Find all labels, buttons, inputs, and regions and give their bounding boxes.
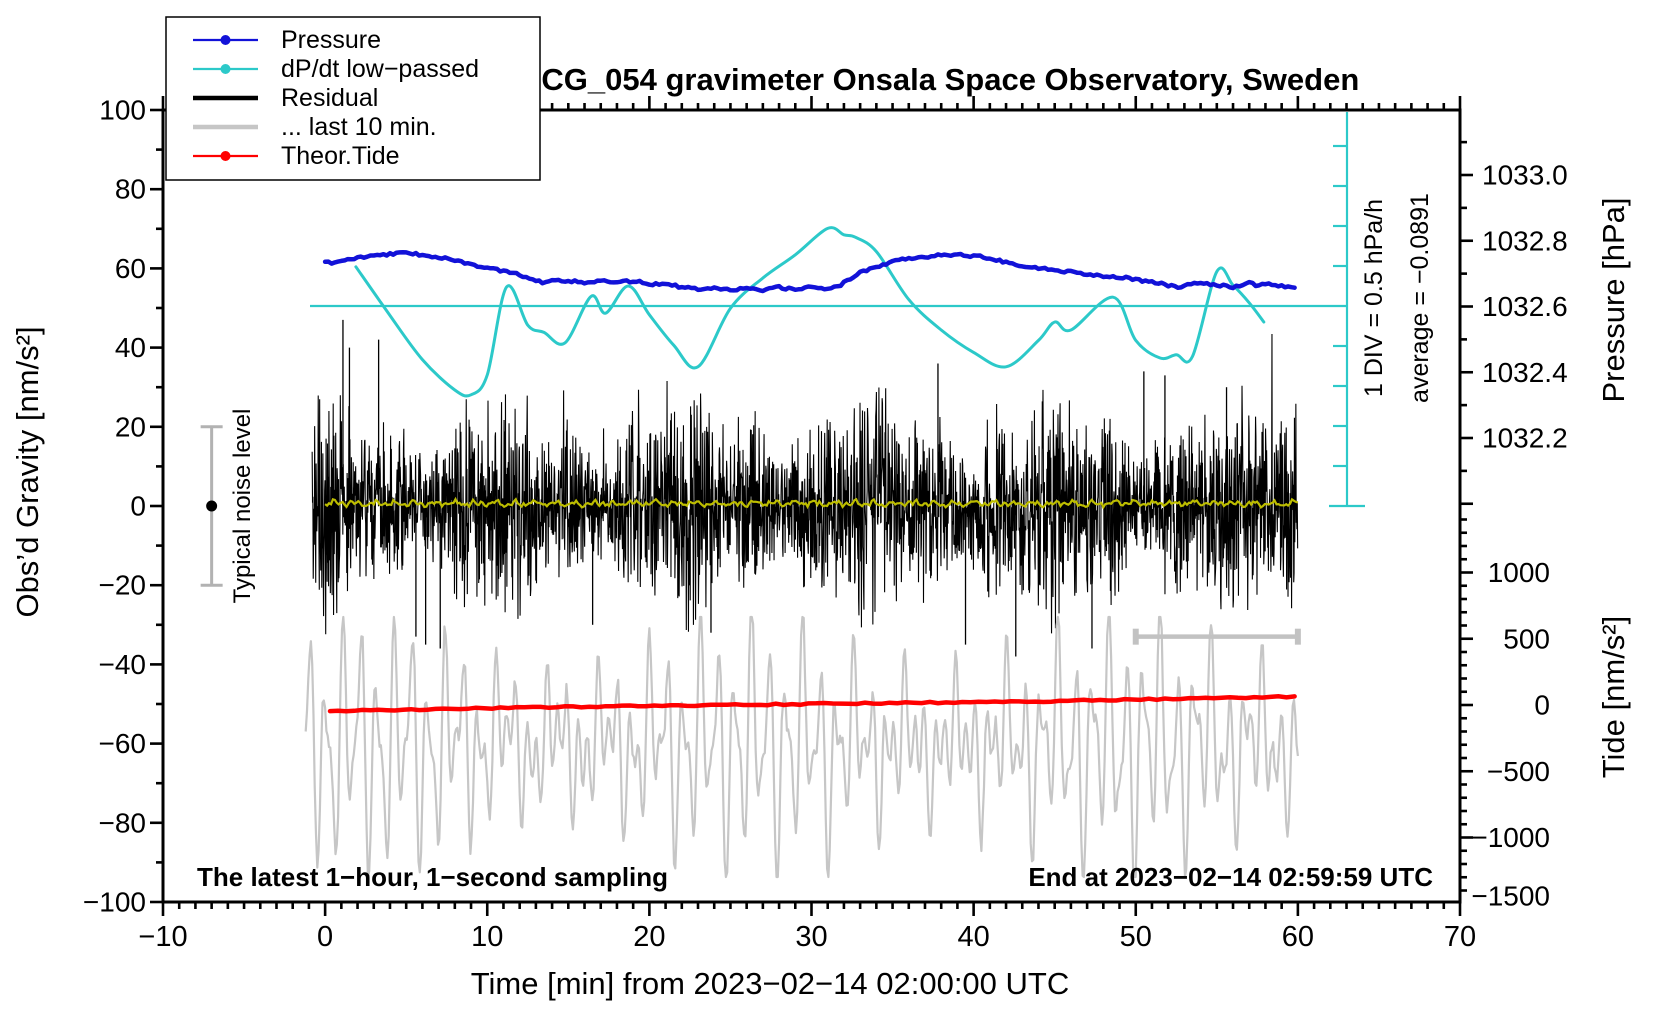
typical-noise-level-bar — [200, 425, 223, 587]
tide-tick-label: −1000 — [1471, 822, 1550, 853]
legend-entry-label: Residual — [281, 84, 378, 112]
residual-noise-path — [311, 333, 1299, 635]
dpdt-reference-scale — [310, 112, 1365, 508]
last10min-bracket — [1132, 628, 1301, 645]
gravity-tick-label: −40 — [99, 649, 147, 680]
residual-series — [311, 319, 1299, 657]
legend-entry-label: Pressure — [281, 26, 381, 54]
tide-tick-label: 0 — [1534, 690, 1550, 721]
last10min-series — [304, 615, 1299, 879]
x-tick-label: 30 — [795, 921, 827, 953]
dpdt-series — [354, 226, 1266, 398]
gravity-tick-label: −60 — [99, 728, 147, 759]
legend-entry-label: ... last 10 min. — [281, 113, 437, 141]
residual-lowpass-series — [324, 496, 1299, 510]
gravity-tick-label: 100 — [99, 95, 146, 126]
legend-sample-dot — [220, 64, 231, 74]
x-tick-label: 50 — [1120, 921, 1152, 953]
gravity-tick-label: 60 — [115, 253, 146, 284]
legend-sample-dot — [220, 151, 231, 161]
x-tick-label: 70 — [1444, 921, 1476, 953]
residual-lowpass-path — [324, 496, 1299, 510]
gravity-tick-label: −100 — [83, 887, 146, 918]
x-tick-label: 10 — [471, 921, 503, 953]
theoretical-tide-series — [327, 694, 1297, 714]
axis-ticks — [150, 96, 1473, 916]
pressure-tick-label: 1032.8 — [1482, 225, 1568, 256]
gravity-axis-title: Obs’d Gravity [nm/s²] — [10, 326, 45, 617]
x-tick-label: 40 — [957, 921, 989, 953]
pressure-tick-label: 1033.0 — [1482, 160, 1568, 191]
tide-tick-label: 1000 — [1488, 557, 1550, 588]
noise-level-label: Typical noise level — [229, 409, 256, 604]
end-time-note: End at 2023−02−14 02:59:59 UTC — [1028, 862, 1433, 892]
gravity-tick-label: 40 — [115, 332, 146, 363]
gravity-tick-label: 80 — [115, 174, 146, 205]
legend-entry-label: Theor.Tide — [281, 142, 400, 170]
gravity-tick-label: 0 — [130, 491, 146, 522]
x-tick-label: −10 — [138, 921, 187, 953]
tide-tick-label: −1500 — [1471, 881, 1550, 912]
theor-tide-path — [327, 694, 1297, 714]
tide-axis-title: Tide [nm/s²] — [1596, 616, 1631, 779]
tide-tick-label: −500 — [1487, 756, 1550, 787]
x-tick-label: 20 — [633, 921, 665, 953]
x-axis-title: Time [min] from 2023−02−14 02:00:00 UTC — [471, 966, 1070, 1001]
x-tick-label: 60 — [1282, 921, 1314, 953]
pressure-axis-title: Pressure [hPa] — [1596, 197, 1631, 402]
gravity-tick-label: 20 — [115, 411, 146, 442]
pressure-tick-label: 1032.2 — [1482, 423, 1568, 454]
axis-tick-labels: −10 0 10 20 30 40 50 60 70−100−80−60−40−20020406… — [83, 95, 1568, 954]
div-scale-annotation: 1 DIV = 0.5 hPa/h — [1360, 199, 1388, 397]
noise-bar-dot — [206, 500, 218, 512]
gravity-tick-label: −80 — [99, 807, 147, 838]
x-tick-label: 0 — [317, 921, 333, 953]
chart-title: SCG_054 gravimeter Onsala Space Observat… — [521, 62, 1360, 97]
dpdt-path — [354, 226, 1266, 398]
pressure-tick-label: 1032.6 — [1482, 291, 1568, 322]
legend-sample-dot — [220, 35, 231, 45]
gravity-tick-label: −20 — [99, 570, 147, 601]
pressure-tick-label: 1032.4 — [1482, 357, 1568, 388]
sampling-note: The latest 1−hour, 1−second sampling — [197, 862, 668, 892]
pressure-path — [322, 249, 1297, 294]
last10min-path — [304, 615, 1299, 879]
legend-entry-label: dP/dt low−passed — [281, 55, 479, 83]
average-annotation: average = −0.0891 — [1406, 193, 1434, 403]
tide-tick-label: 500 — [1503, 623, 1550, 654]
pressure-series — [322, 249, 1297, 294]
